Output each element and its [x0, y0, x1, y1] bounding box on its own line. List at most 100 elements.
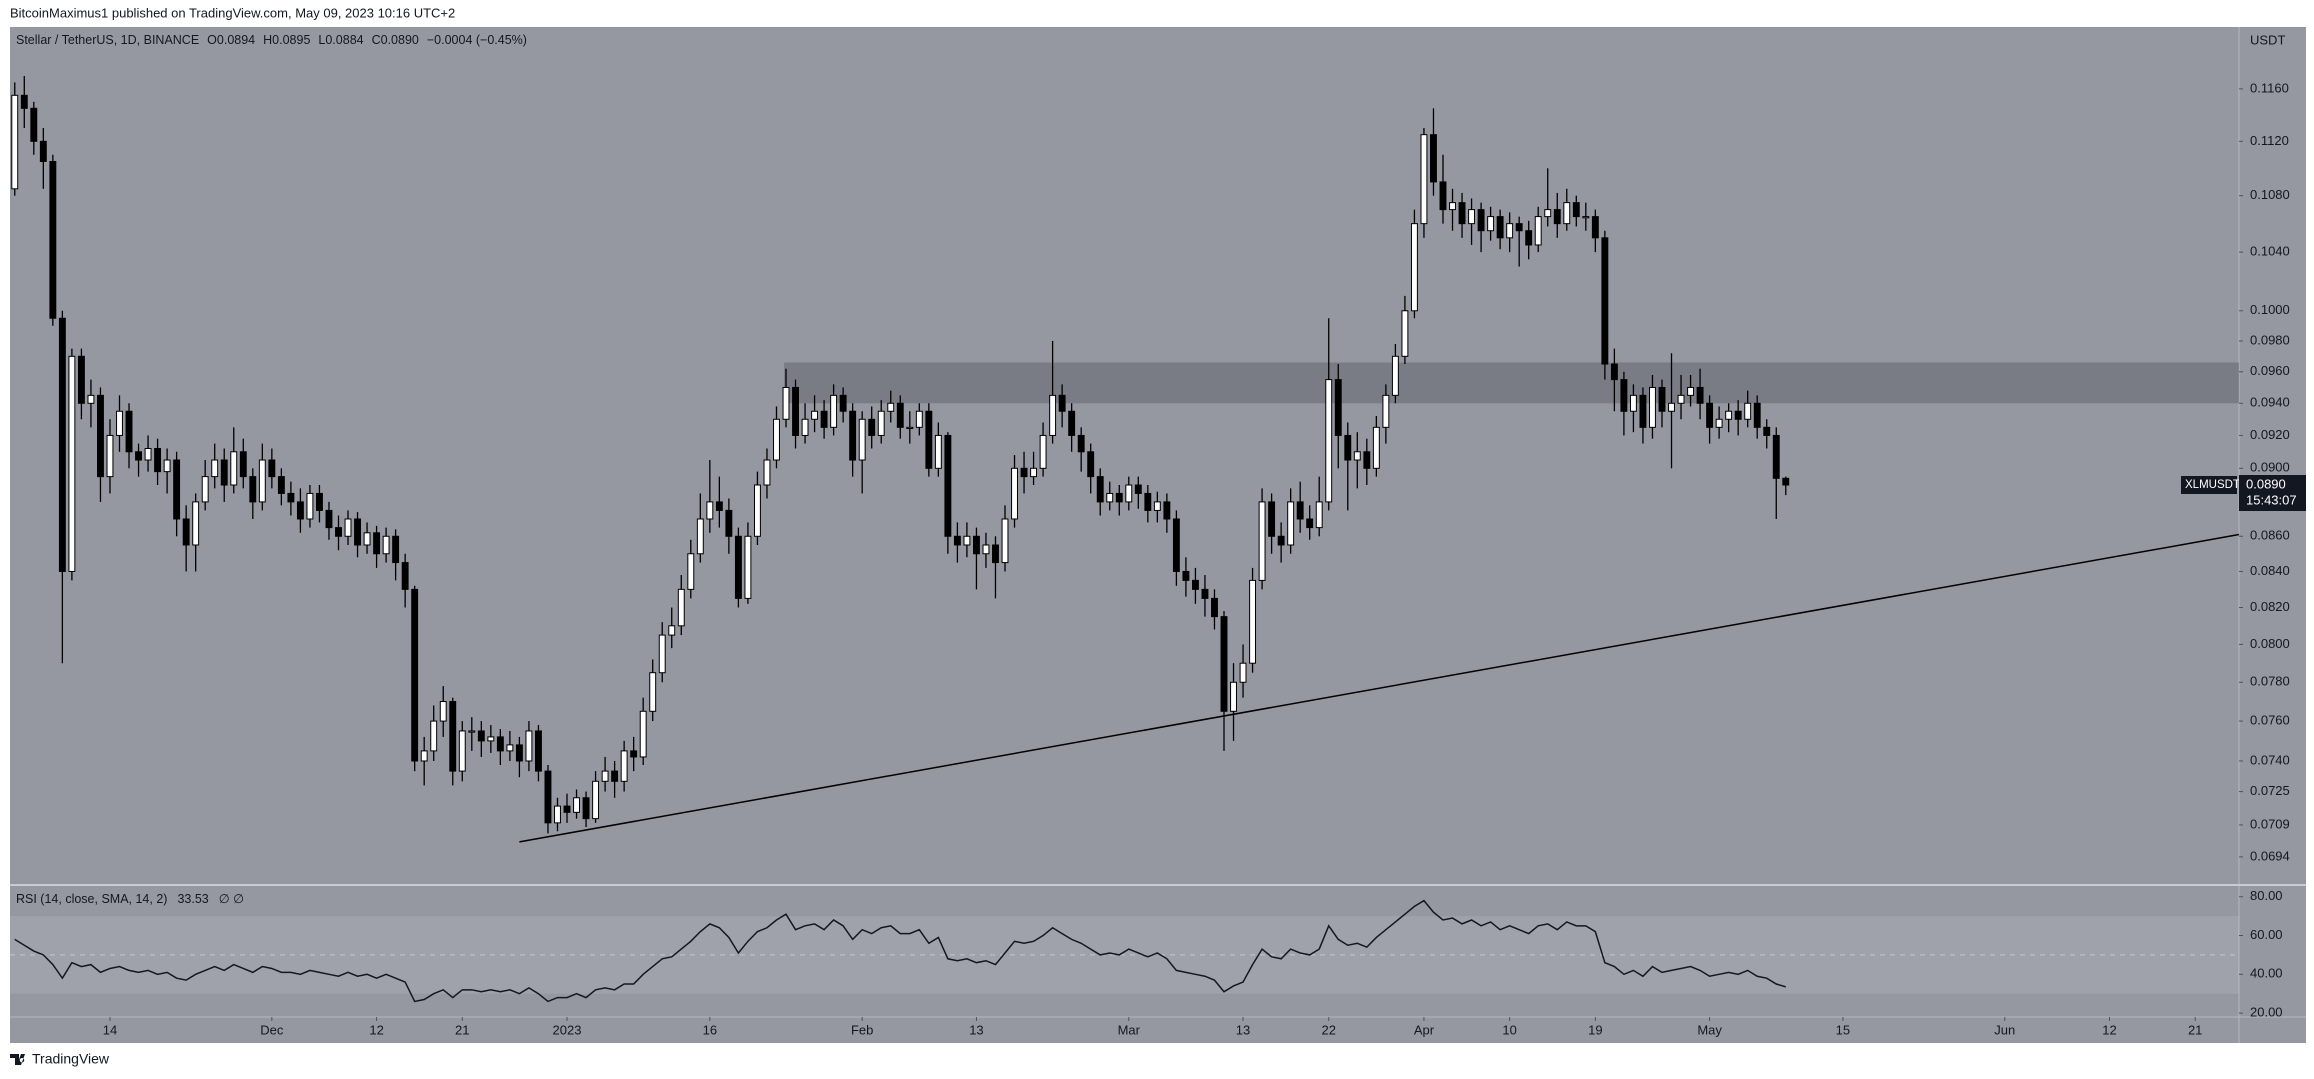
- candle-body: [753, 484, 761, 537]
- candle-body: [373, 532, 381, 555]
- last-price-tag: [2239, 475, 2306, 512]
- y-tick-label: 0.0900: [2250, 460, 2290, 475]
- candle-body: [725, 509, 733, 537]
- candle-body: [1011, 467, 1018, 520]
- candle-body: [1582, 216, 1590, 219]
- x-tick-label: Mar: [1118, 1022, 1141, 1037]
- y-tick-label: 0.1120: [2250, 133, 2289, 148]
- x-tick-label: 15: [1836, 1022, 1850, 1037]
- y-tick-label: 0.0840: [2250, 563, 2290, 578]
- candle-body: [534, 730, 542, 772]
- candle-body: [1363, 451, 1371, 469]
- candle-body: [972, 535, 980, 555]
- candle-body: [1658, 386, 1666, 412]
- candle-body: [792, 386, 799, 436]
- candle-body: [77, 355, 85, 404]
- candle-body: [677, 588, 685, 627]
- candle-body: [258, 459, 266, 503]
- candle-body: [1525, 230, 1533, 246]
- candle-body: [1506, 223, 1514, 239]
- candle-body: [287, 492, 295, 503]
- rsi-value: 33.53: [177, 892, 208, 906]
- candle-body: [1734, 410, 1742, 420]
- footer-logo: [10, 1054, 25, 1065]
- candle-body: [354, 518, 361, 546]
- candle-body: [1572, 202, 1580, 218]
- candle-body: [1306, 518, 1314, 529]
- rsi-tick-label: 20.00: [2250, 1005, 2283, 1020]
- candle-body: [1287, 501, 1295, 546]
- candle-body: [525, 730, 533, 762]
- candle-body: [182, 518, 190, 546]
- candle-body: [906, 426, 914, 430]
- candle-body: [392, 535, 400, 564]
- candle-body: [953, 535, 961, 546]
- x-tick-label: 22: [1322, 1022, 1336, 1037]
- x-tick-label: 12: [2102, 1022, 2116, 1037]
- candle-body: [1020, 467, 1028, 478]
- candle-body: [1296, 501, 1304, 520]
- x-tick-label: 2023: [553, 1022, 582, 1037]
- legend-key: C: [372, 33, 381, 47]
- rsi-title: RSI (14, close, SMA, 14, 2): [16, 892, 167, 906]
- candle-body: [401, 562, 409, 590]
- candle-body: [1106, 492, 1114, 503]
- rsi-line: [14, 899, 1786, 1003]
- candle-body: [896, 402, 904, 428]
- resistance-zone: [784, 362, 2240, 404]
- candle-body: [49, 160, 57, 319]
- y-tick-label: 0.0860: [2250, 528, 2290, 543]
- candle-body: [1677, 394, 1685, 404]
- candle-body: [1544, 209, 1552, 218]
- candle-body: [1496, 216, 1504, 239]
- candle-body: [611, 770, 619, 782]
- y-tick-label: 0.0760: [2250, 713, 2290, 728]
- candle-body: [1763, 426, 1771, 436]
- candle-body: [1477, 209, 1485, 232]
- legend: Stellar / TetherUS, 1D, BINANCE O0.0894 H0…: [16, 33, 527, 47]
- candle-body: [1668, 402, 1675, 412]
- candle-body: [1249, 579, 1257, 664]
- candle-body: [1230, 681, 1237, 712]
- candle-body: [382, 535, 390, 555]
- candle-body: [554, 805, 561, 824]
- candle-body: [1258, 501, 1266, 581]
- axis-unit: USDT: [2250, 32, 2285, 47]
- candle-body: [173, 459, 181, 520]
- candle-body: [1753, 402, 1761, 428]
- legend-key: O: [207, 33, 217, 47]
- candle-body: [696, 518, 704, 555]
- legend-value: 0.0895: [272, 33, 310, 47]
- candle-body: [1725, 410, 1733, 420]
- x-tick-label: Jun: [1994, 1022, 2015, 1037]
- candle-body: [1058, 394, 1066, 412]
- candle-body: [97, 394, 104, 478]
- candle-body: [1277, 535, 1285, 546]
- candle-body: [1068, 410, 1076, 436]
- candle-body: [154, 447, 162, 473]
- candle-body: [1401, 310, 1409, 357]
- candle-body: [1430, 134, 1437, 183]
- candle-body: [839, 394, 847, 412]
- candle-body: [573, 797, 580, 813]
- y-tick-label: 0.1040: [2250, 244, 2290, 259]
- candle-body: [68, 355, 76, 572]
- candle-body: [1039, 434, 1047, 469]
- candle-body: [1620, 379, 1628, 412]
- candle-body: [1087, 451, 1095, 478]
- last-price-label: 0.0890: [2246, 476, 2286, 491]
- candle-body: [649, 672, 657, 712]
- candle-body: [1315, 501, 1323, 529]
- x-tick-label: Dec: [260, 1022, 284, 1037]
- y-tick-label: 0.1080: [2250, 187, 2290, 202]
- y-tick-label: 0.0920: [2250, 427, 2290, 442]
- legend-key: H: [263, 33, 272, 47]
- candle-body: [563, 805, 571, 813]
- candle-body: [1030, 467, 1038, 478]
- footer: TradingView: [32, 1051, 110, 1067]
- candle-body: [658, 634, 666, 674]
- legend-value: 0.0890: [381, 33, 419, 47]
- candle-body: [992, 544, 999, 564]
- candle-body: [1649, 386, 1656, 428]
